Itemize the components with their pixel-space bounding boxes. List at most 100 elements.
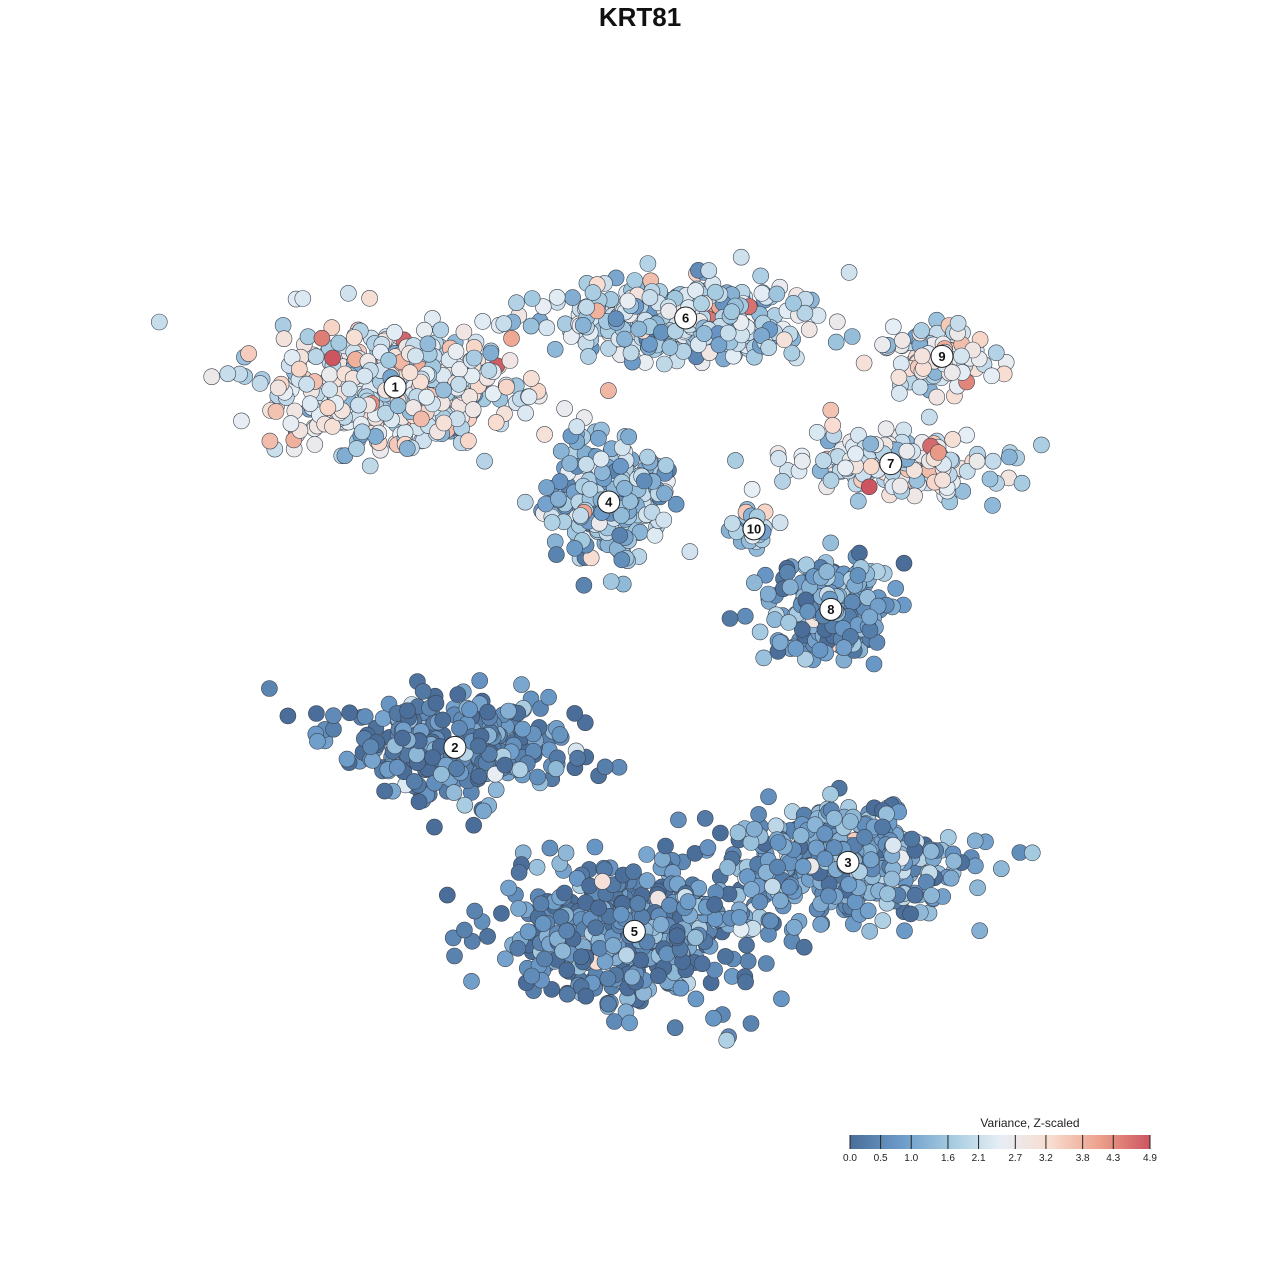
data-point <box>967 857 984 875</box>
data-point <box>856 828 873 846</box>
data-point <box>541 839 559 857</box>
data-point <box>1024 844 1041 862</box>
data-point <box>584 284 602 301</box>
cluster-label-text: 1 <box>391 380 398 395</box>
cluster-label-badge <box>597 490 621 514</box>
data-point <box>299 328 317 346</box>
data-point <box>824 416 842 434</box>
data-point <box>445 784 463 801</box>
data-point <box>652 916 670 933</box>
data-point <box>661 339 679 356</box>
data-point <box>319 399 337 417</box>
data-point <box>767 817 785 835</box>
data-point <box>376 782 393 800</box>
data-point <box>523 290 541 307</box>
data-point <box>923 887 940 904</box>
data-point <box>476 452 493 470</box>
data-point <box>958 426 975 444</box>
data-point <box>398 440 416 457</box>
data-point <box>992 860 1010 878</box>
data-point <box>787 640 805 657</box>
data-point <box>463 972 480 990</box>
data-point <box>450 375 468 393</box>
data-point <box>479 703 497 721</box>
data-point <box>928 388 946 406</box>
data-point <box>577 987 595 1005</box>
data-point <box>426 818 443 836</box>
data-point <box>610 758 628 776</box>
data-point <box>513 676 530 693</box>
data-point <box>759 585 777 603</box>
data-point <box>604 937 622 954</box>
data-point <box>340 284 357 302</box>
data-point <box>625 863 642 881</box>
data-point <box>745 820 763 838</box>
data-point <box>874 336 891 354</box>
data-point <box>522 370 540 387</box>
data-point <box>508 294 525 312</box>
data-point <box>723 303 741 321</box>
data-point <box>596 758 614 776</box>
data-point <box>279 707 297 725</box>
data-point <box>587 919 605 937</box>
data-point <box>667 495 685 513</box>
data-point <box>602 573 620 590</box>
data-point <box>883 870 901 888</box>
data-point <box>203 368 220 386</box>
data-point <box>350 396 367 414</box>
data-point <box>641 289 659 306</box>
data-point <box>611 526 629 544</box>
cluster-label-6: 6 <box>674 306 698 330</box>
data-point <box>466 902 484 920</box>
data-point <box>538 319 556 337</box>
data-point <box>772 892 789 910</box>
data-point <box>743 881 760 898</box>
data-point <box>843 593 861 611</box>
data-point <box>929 444 947 461</box>
data-point <box>386 323 403 341</box>
data-point <box>578 298 595 316</box>
data-point <box>456 796 474 814</box>
data-point <box>516 493 534 511</box>
data-point <box>620 428 638 446</box>
data-point <box>969 879 986 897</box>
data-point <box>251 375 269 392</box>
data-point <box>619 292 637 310</box>
data-point <box>862 458 880 475</box>
data-point <box>861 922 879 940</box>
data-point <box>495 315 513 332</box>
data-point <box>465 349 483 367</box>
data-point <box>884 318 902 336</box>
data-point <box>460 432 477 450</box>
data-point <box>793 452 811 470</box>
data-point <box>517 404 534 422</box>
data-point <box>298 375 316 393</box>
data-point <box>389 397 407 415</box>
data-point <box>793 621 811 638</box>
data-point <box>785 918 803 936</box>
data-point <box>500 702 517 720</box>
data-point <box>796 304 814 322</box>
data-point <box>958 462 976 480</box>
data-point <box>913 347 931 365</box>
data-point <box>446 947 463 965</box>
data-point <box>717 948 734 965</box>
data-point <box>906 886 924 904</box>
data-point <box>855 354 873 372</box>
data-point <box>554 942 572 960</box>
data-point <box>511 761 529 779</box>
data-point <box>487 781 505 799</box>
data-point <box>424 749 441 766</box>
data-point <box>616 330 633 348</box>
data-point <box>643 503 661 521</box>
cluster-label-text: 7 <box>887 456 894 471</box>
colorbar-tick-label: 1.6 <box>941 1153 955 1164</box>
data-point <box>558 985 576 1003</box>
colorbar-tick-label: 4.9 <box>1143 1153 1157 1164</box>
data-point <box>456 921 473 939</box>
data-point <box>590 899 607 917</box>
data-point <box>768 285 786 303</box>
data-point <box>377 404 394 422</box>
data-point <box>841 813 859 830</box>
data-point <box>405 773 423 790</box>
